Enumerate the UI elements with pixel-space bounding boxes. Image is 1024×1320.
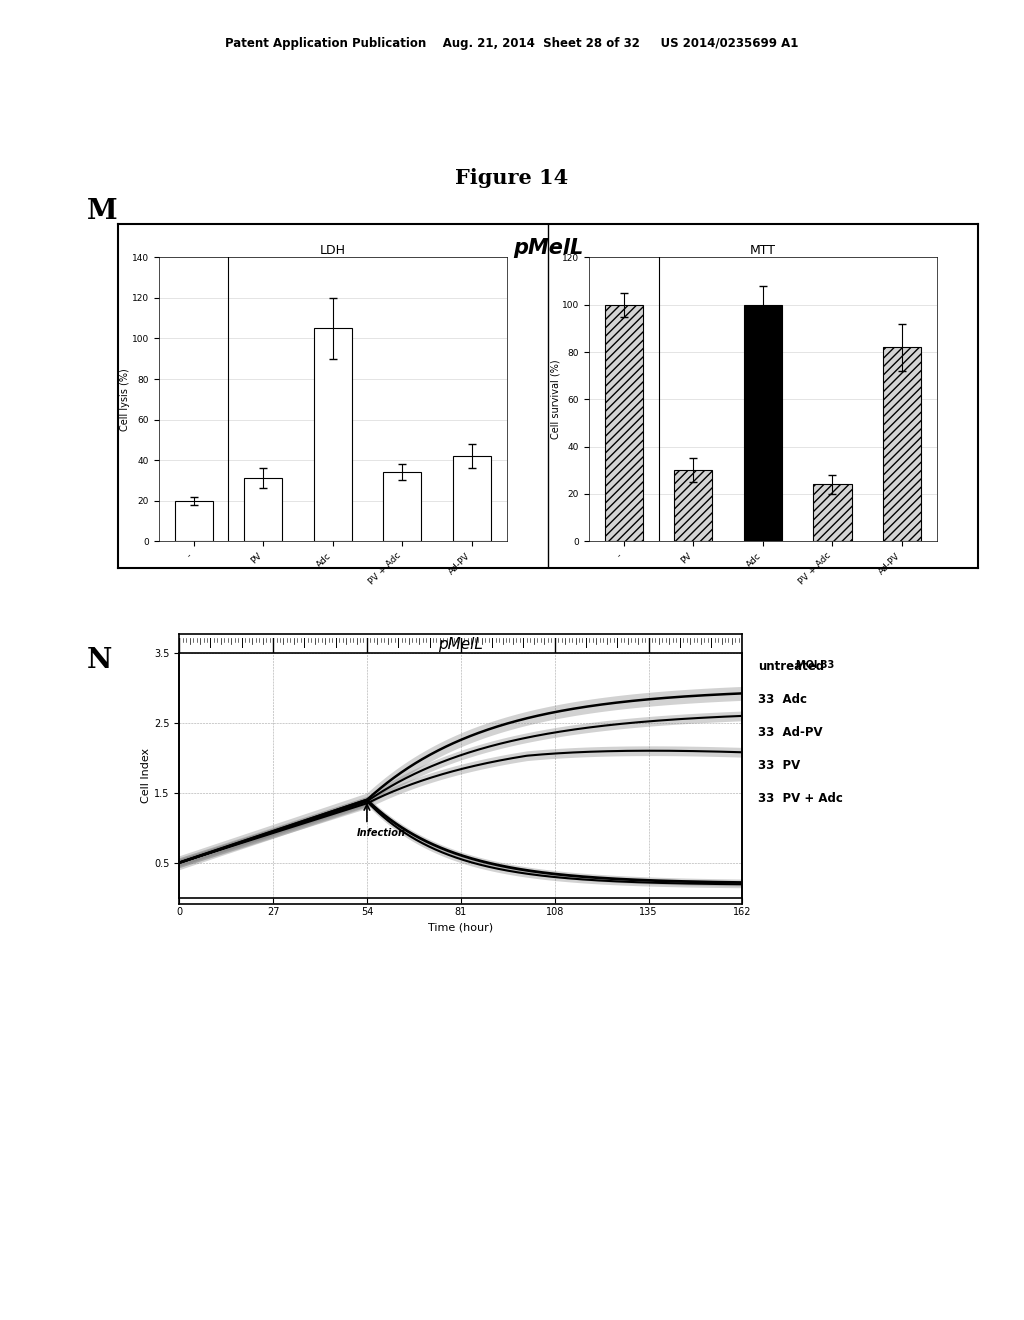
- Bar: [383, 473, 422, 541]
- Text: Infection: Infection: [356, 828, 406, 838]
- Bar: [813, 484, 852, 541]
- Text: MOI 33: MOI 33: [796, 660, 835, 671]
- Bar: [244, 478, 283, 541]
- Text: -: -: [191, 660, 196, 671]
- Text: -: -: [622, 660, 626, 671]
- Bar: [674, 470, 713, 541]
- Y-axis label: Cell lysis (%): Cell lysis (%): [121, 368, 130, 430]
- Bar: [313, 329, 352, 541]
- X-axis label: Time (hour): Time (hour): [428, 923, 494, 933]
- Text: Patent Application Publication    Aug. 21, 2014  Sheet 28 of 32     US 2014/0235: Patent Application Publication Aug. 21, …: [225, 37, 799, 50]
- Bar: [883, 347, 922, 541]
- Text: MOI 33: MOI 33: [366, 660, 404, 671]
- Text: untreated: untreated: [758, 660, 824, 673]
- Y-axis label: Cell survival (%): Cell survival (%): [551, 359, 560, 440]
- Bar: [174, 500, 213, 541]
- Text: 33  PV + Adc: 33 PV + Adc: [758, 792, 843, 805]
- Text: 33  Ad-PV: 33 Ad-PV: [758, 726, 822, 739]
- Bar: [743, 305, 782, 541]
- Bar: [453, 457, 492, 541]
- Bar: [604, 305, 643, 541]
- Text: Figure 14: Figure 14: [456, 168, 568, 189]
- Text: N: N: [87, 647, 113, 673]
- Y-axis label: Cell Index: Cell Index: [141, 748, 152, 803]
- Text: 33  PV: 33 PV: [758, 759, 800, 772]
- Title: pMelL: pMelL: [438, 638, 483, 652]
- Title: LDH: LDH: [319, 244, 346, 257]
- Text: M: M: [87, 198, 118, 224]
- Text: pMelL: pMelL: [513, 239, 583, 259]
- Text: 33  Adc: 33 Adc: [758, 693, 807, 706]
- Title: MTT: MTT: [750, 244, 776, 257]
